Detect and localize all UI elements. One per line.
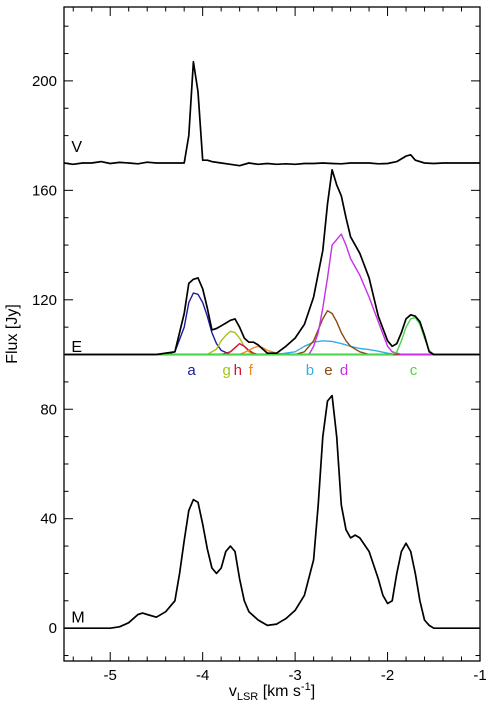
x-axis-title-sub: LSR (237, 691, 258, 703)
x-axis-title: vLSR [km s-1] (229, 681, 315, 703)
series-line (64, 292, 480, 356)
series-line (64, 340, 480, 356)
series-line (64, 233, 480, 356)
y-tick-label: 0 (49, 620, 57, 637)
x-axis-title-units: [km s (258, 683, 301, 700)
series-line (63, 60, 480, 167)
series-line (64, 310, 480, 356)
panel-label: E (71, 339, 82, 356)
y-tick-label: 40 (40, 511, 57, 528)
series-line (64, 316, 480, 356)
axis-ticks: -5 -4 -3 -2 -1 0 40 80 120 160 200 (32, 7, 487, 684)
x-tick-label: -1 (473, 667, 486, 684)
x-axis-title-main: v (229, 683, 237, 700)
series-layer (63, 60, 480, 630)
component-label: b (306, 362, 314, 379)
y-tick-label: 160 (32, 182, 57, 199)
x-axis-title-sup: -1 (301, 681, 311, 693)
x-tick-label: -3 (288, 667, 301, 684)
series-line (64, 394, 480, 630)
panel-label: V (71, 139, 82, 156)
y-axis-title: Flux [Jy] (4, 304, 21, 364)
series-line (64, 330, 480, 356)
x-tick-label: -5 (104, 667, 117, 684)
component-label: d (340, 362, 348, 379)
x-tick-label: -2 (381, 667, 394, 684)
series-line (64, 168, 480, 356)
plot-frame (63, 6, 481, 662)
panel-label: M (71, 610, 84, 627)
component-label: c (410, 362, 418, 379)
y-tick-label: 200 (32, 73, 57, 90)
y-tick-label: 120 (32, 292, 57, 309)
panel-labels: V E M (71, 139, 84, 627)
x-tick-label: -4 (196, 667, 209, 684)
component-label: h (234, 362, 242, 379)
component-label: e (324, 362, 332, 379)
component-label: f (249, 362, 254, 379)
component-label: a (187, 362, 196, 379)
y-tick-label: 80 (40, 401, 57, 418)
component-label: g (223, 362, 231, 379)
x-axis-title-end: ] (311, 683, 315, 700)
